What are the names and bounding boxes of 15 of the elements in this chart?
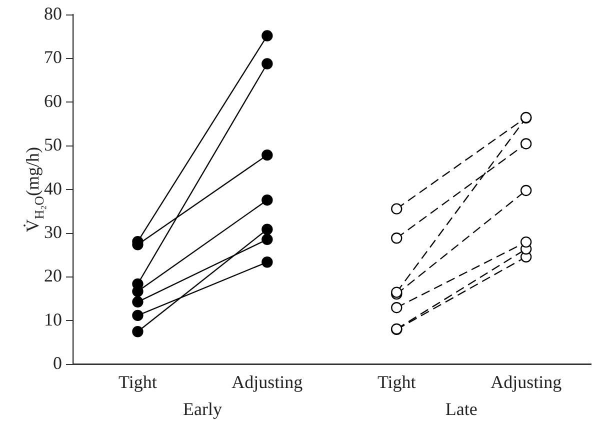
x-tick-label: Adjusting	[490, 372, 562, 392]
y-tick-label: 60	[44, 90, 62, 111]
y-tick-label: 20	[44, 266, 62, 286]
y-tick-label: 80	[44, 4, 62, 24]
y-tick-label: 0	[53, 353, 62, 374]
text: Late	[445, 399, 478, 420]
x-tick-label: Tight	[377, 372, 416, 392]
x-tick-label: Adjusting	[232, 372, 303, 392]
y-tick-label: 40	[44, 178, 62, 198]
x-tick-label: Tight	[118, 372, 157, 392]
y-tick-label: 50	[44, 134, 62, 155]
y-tick-label: 10	[44, 309, 62, 330]
y-tick-label: 70	[44, 47, 62, 68]
y-tick-label: 30	[44, 222, 62, 242]
text: Early	[182, 399, 222, 420]
